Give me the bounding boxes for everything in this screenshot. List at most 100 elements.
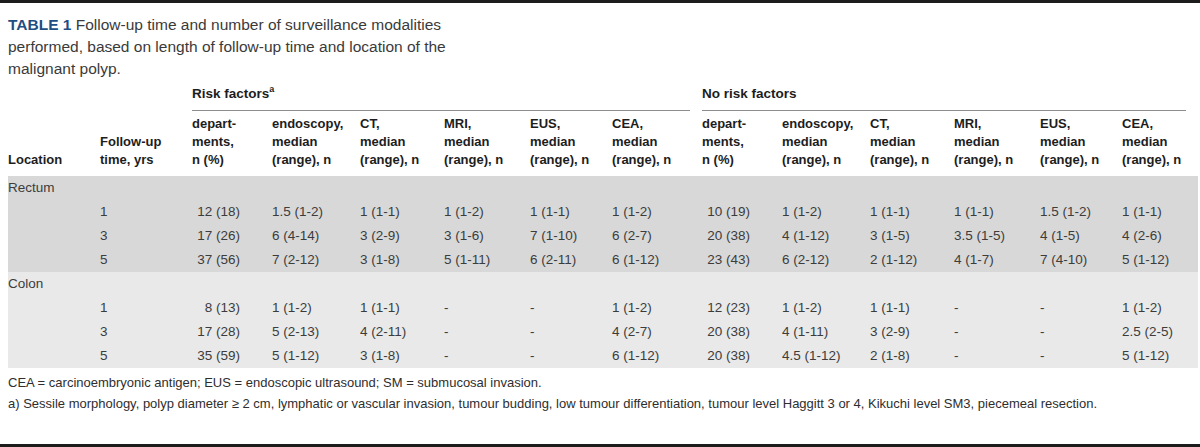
value-cell: 17 (28) bbox=[192, 320, 272, 344]
value-cell: 12 (18) bbox=[192, 200, 272, 224]
value-cell: - bbox=[1040, 320, 1122, 344]
value-cell: 8 (13) bbox=[192, 296, 272, 320]
location-spacer-cell bbox=[8, 224, 100, 248]
value-cell: 3 (1-6) bbox=[444, 224, 530, 248]
followup-value: 1 bbox=[100, 296, 192, 320]
col-eus-risk: EUS,median(range), n bbox=[530, 111, 612, 176]
value-cell: 1 (1-1) bbox=[360, 200, 444, 224]
value-cell: 1 (1-2) bbox=[782, 296, 870, 320]
followup-value: 5 bbox=[100, 248, 192, 272]
value-cell: 4 (2-11) bbox=[360, 320, 444, 344]
col-endoscopy-no-risk: endoscopy,median(range), n bbox=[782, 111, 870, 176]
value-cell: - bbox=[1040, 296, 1122, 320]
value-cell: - bbox=[1040, 344, 1122, 368]
value-cell: - bbox=[530, 296, 612, 320]
value-cell: 1 (1-2) bbox=[782, 200, 870, 224]
value-cell: 1 (1-1) bbox=[360, 296, 444, 320]
section-label: Rectum bbox=[8, 176, 1198, 200]
value-cell: 1 (1-2) bbox=[612, 296, 702, 320]
value-cell: 4 (1-7) bbox=[954, 248, 1040, 272]
value-cell: 6 (4-14) bbox=[272, 224, 360, 248]
footnote-marker-a: a bbox=[269, 84, 274, 94]
value-cell: 1 (1-1) bbox=[870, 296, 954, 320]
value-cell: - bbox=[954, 344, 1040, 368]
group-no-risk-factors-label: No risk factors bbox=[702, 86, 797, 101]
value-cell: 5 (1-11) bbox=[444, 248, 530, 272]
value-cell: 6 (1-12) bbox=[612, 344, 702, 368]
table-number-label: TABLE 1 bbox=[8, 16, 71, 33]
value-cell: 5 (1-12) bbox=[272, 344, 360, 368]
value-cell: - bbox=[954, 320, 1040, 344]
value-cell: 1 (1-2) bbox=[444, 200, 530, 224]
value-cell: 2.5 (2-5) bbox=[1122, 320, 1198, 344]
location-spacer-cell bbox=[8, 344, 100, 368]
value-cell: 6 (2-12) bbox=[782, 248, 870, 272]
value-cell: 6 (1-12) bbox=[612, 248, 702, 272]
value-cell: 3 (1-8) bbox=[360, 344, 444, 368]
value-cell: 1.5 (1-2) bbox=[1040, 200, 1122, 224]
location-spacer-cell bbox=[8, 200, 100, 224]
value-cell: 23 (43) bbox=[702, 248, 782, 272]
value-cell: 2 (1-12) bbox=[870, 248, 954, 272]
value-cell: 1 (1-2) bbox=[1122, 296, 1198, 320]
footnote-abbreviations: CEA = carcinoembryonic antigen; EUS = en… bbox=[8, 372, 1196, 393]
followup-value: 5 bbox=[100, 344, 192, 368]
footnotes: CEA = carcinoembryonic antigen; EUS = en… bbox=[8, 372, 1196, 414]
value-cell: 6 (2-11) bbox=[530, 248, 612, 272]
data-row-rectum-1yr: 112 (18)1.5 (1-2)1 (1-1)1 (1-2)1 (1-1)1 … bbox=[8, 200, 1198, 224]
value-cell: 4.5 (1-12) bbox=[782, 344, 870, 368]
value-cell: - bbox=[954, 296, 1040, 320]
table-caption: TABLE 1 Follow-up time and number of sur… bbox=[8, 3, 496, 80]
col-ct-no-risk: CT,median(range), n bbox=[870, 111, 954, 176]
col-mri-no-risk: MRI,median(range), n bbox=[954, 111, 1040, 176]
group-no-risk-factors: No risk factors bbox=[702, 80, 1198, 111]
table-title-text: Follow-up time and number of surveillanc… bbox=[8, 16, 446, 77]
surveillance-table: Risk factorsa No risk factors Location F… bbox=[8, 80, 1198, 368]
data-row-rectum-3yr: 317 (26)6 (4-14)3 (2-9)3 (1-6)7 (1-10)6 … bbox=[8, 224, 1198, 248]
group-risk-factors-label: Risk factors bbox=[192, 86, 269, 101]
group-risk-factors: Risk factorsa bbox=[192, 80, 702, 111]
location-spacer-cell bbox=[8, 320, 100, 344]
value-cell: 37 (56) bbox=[192, 248, 272, 272]
group-header-row: Risk factorsa No risk factors bbox=[8, 80, 1198, 111]
col-cea-no-risk: CEA,median(range), n bbox=[1122, 111, 1198, 176]
value-cell: 3 (1-5) bbox=[870, 224, 954, 248]
value-cell: 5 (1-12) bbox=[1122, 344, 1198, 368]
data-row-colon-5yr: 535 (59)5 (1-12)3 (1-8)--6 (1-12)20 (38)… bbox=[8, 344, 1198, 368]
value-cell: 1 (1-1) bbox=[1122, 200, 1198, 224]
value-cell: 20 (38) bbox=[702, 320, 782, 344]
column-header-row: Location Follow-up time, yrs depart-ment… bbox=[8, 111, 1198, 176]
value-cell: 20 (38) bbox=[702, 344, 782, 368]
value-cell: 4 (1-12) bbox=[782, 224, 870, 248]
table-body: Rectum112 (18)1.5 (1-2)1 (1-1)1 (1-2)1 (… bbox=[8, 176, 1198, 368]
col-depart-risk: depart-ments,n (%) bbox=[192, 111, 272, 176]
value-cell: 4 (1-5) bbox=[1040, 224, 1122, 248]
value-cell: 4 (1-11) bbox=[782, 320, 870, 344]
followup-value: 1 bbox=[100, 200, 192, 224]
col-ct-risk: CT,median(range), n bbox=[360, 111, 444, 176]
value-cell: 35 (59) bbox=[192, 344, 272, 368]
data-row-rectum-5yr: 537 (56)7 (2-12)3 (1-8)5 (1-11)6 (2-11)6… bbox=[8, 248, 1198, 272]
value-cell: 17 (26) bbox=[192, 224, 272, 248]
value-cell: - bbox=[444, 320, 530, 344]
value-cell: 1 (1-2) bbox=[272, 296, 360, 320]
col-depart-no-risk: depart-ments,n (%) bbox=[702, 111, 782, 176]
section-row-colon: Colon bbox=[8, 272, 1198, 296]
col-location: Location bbox=[8, 111, 100, 176]
data-row-colon-3yr: 317 (28)5 (2-13)4 (2-11)--4 (2-7)20 (38)… bbox=[8, 320, 1198, 344]
value-cell: 7 (2-12) bbox=[272, 248, 360, 272]
value-cell: 12 (23) bbox=[702, 296, 782, 320]
col-followup-time: Follow-up time, yrs bbox=[100, 111, 192, 176]
value-cell: 2 (1-8) bbox=[870, 344, 954, 368]
value-cell: 3 (2-9) bbox=[870, 320, 954, 344]
value-cell: 7 (4-10) bbox=[1040, 248, 1122, 272]
data-row-colon-1yr: 18 (13)1 (1-2)1 (1-1)--1 (1-2)12 (23)1 (… bbox=[8, 296, 1198, 320]
value-cell: 4 (2-7) bbox=[612, 320, 702, 344]
group-header-spacer bbox=[8, 80, 192, 111]
value-cell: 5 (2-13) bbox=[272, 320, 360, 344]
value-cell: 1 (1-2) bbox=[612, 200, 702, 224]
value-cell: 3 (1-8) bbox=[360, 248, 444, 272]
table-figure: TABLE 1 Follow-up time and number of sur… bbox=[0, 0, 1200, 447]
value-cell: 3 (2-9) bbox=[360, 224, 444, 248]
value-cell: 1.5 (1-2) bbox=[272, 200, 360, 224]
